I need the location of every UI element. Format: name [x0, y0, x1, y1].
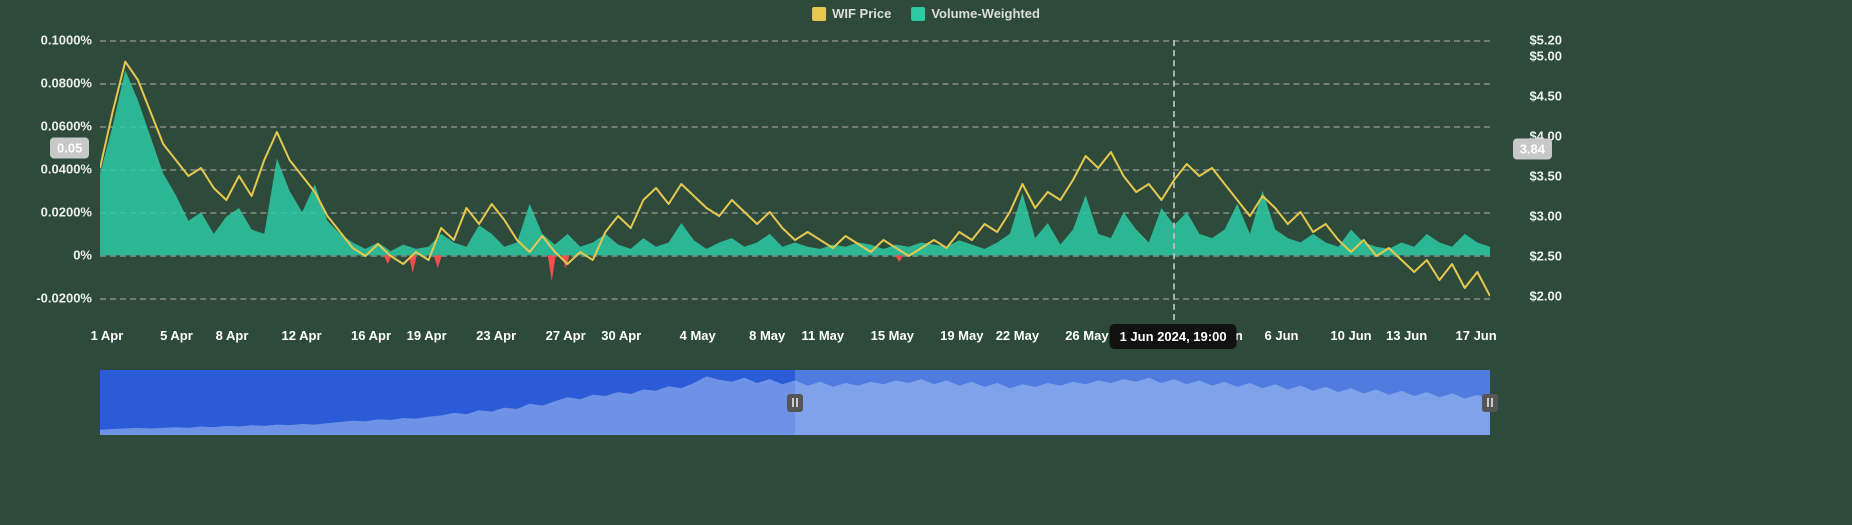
x-tick-label: 30 Apr — [601, 328, 641, 343]
y2-tick-label: $5.00 — [1502, 49, 1562, 64]
y2-tick-label: $3.00 — [1502, 209, 1562, 224]
crosshair-line — [1173, 40, 1175, 320]
chart-legend: WIF Price Volume-Weighted — [812, 6, 1040, 21]
y1-tick-label: 0% — [0, 248, 92, 263]
legend-item-volume[interactable]: Volume-Weighted — [911, 6, 1040, 21]
x-tick-label: 19 Apr — [407, 328, 447, 343]
range-navigator[interactable] — [100, 370, 1490, 435]
y2-tick-label: $2.00 — [1502, 289, 1562, 304]
navigator-handle-left[interactable] — [787, 394, 803, 412]
plot-area[interactable] — [100, 40, 1490, 320]
legend-label-price: WIF Price — [832, 6, 891, 21]
x-tick-label: 17 Jun — [1456, 328, 1497, 343]
y2-tick-label: $4.50 — [1502, 89, 1562, 104]
legend-swatch-volume — [911, 7, 925, 21]
main-chart[interactable]: -0.0200% 0% 0.0200% 0.0400% 0.0600% 0.0800% 0.… — [0, 40, 1852, 360]
y1-tick-label: 0.0200% — [0, 205, 92, 220]
x-tick-label: 23 Apr — [476, 328, 516, 343]
x-axis: 1 Apr5 Apr8 Apr12 Apr16 Apr19 Apr23 Apr2… — [100, 328, 1490, 350]
legend-label-volume: Volume-Weighted — [931, 6, 1040, 21]
y2-tick-label: $5.20 — [1502, 33, 1562, 48]
y2-tick-label: $3.50 — [1502, 169, 1562, 184]
legend-item-price[interactable]: WIF Price — [812, 6, 891, 21]
crosshair-tooltip: 1 Jun 2024, 19:00 — [1110, 324, 1237, 349]
y2-crosshair-badge: 3.84 — [1513, 138, 1552, 159]
y1-tick-label: 0.1000% — [0, 33, 92, 48]
x-tick-label: 15 May — [871, 328, 914, 343]
x-tick-label: 4 May — [680, 328, 716, 343]
y1-tick-label: -0.0200% — [0, 291, 92, 306]
x-tick-label: 16 Apr — [351, 328, 391, 343]
navigator-handle-right[interactable] — [1482, 394, 1498, 412]
legend-swatch-price — [812, 7, 826, 21]
x-tick-label: 22 May — [996, 328, 1039, 343]
x-tick-label: 19 May — [940, 328, 983, 343]
y2-tick-label: $2.50 — [1502, 249, 1562, 264]
x-tick-label: 5 Apr — [160, 328, 193, 343]
x-tick-label: 10 Jun — [1330, 328, 1371, 343]
x-tick-label: 26 May — [1065, 328, 1108, 343]
x-tick-label: 13 Jun — [1386, 328, 1427, 343]
x-tick-label: 8 Apr — [216, 328, 249, 343]
x-tick-label: 11 May — [801, 328, 844, 343]
y1-tick-label: 0.0800% — [0, 76, 92, 91]
y1-tick-label: 0.0600% — [0, 119, 92, 134]
y1-crosshair-badge: 0.05 — [50, 137, 89, 158]
x-tick-label: 27 Apr — [546, 328, 586, 343]
x-tick-label: 12 Apr — [282, 328, 322, 343]
x-tick-label: 8 May — [749, 328, 785, 343]
y1-tick-label: 0.0400% — [0, 162, 92, 177]
x-tick-label: 1 Apr — [91, 328, 124, 343]
x-tick-label: 6 Jun — [1265, 328, 1299, 343]
